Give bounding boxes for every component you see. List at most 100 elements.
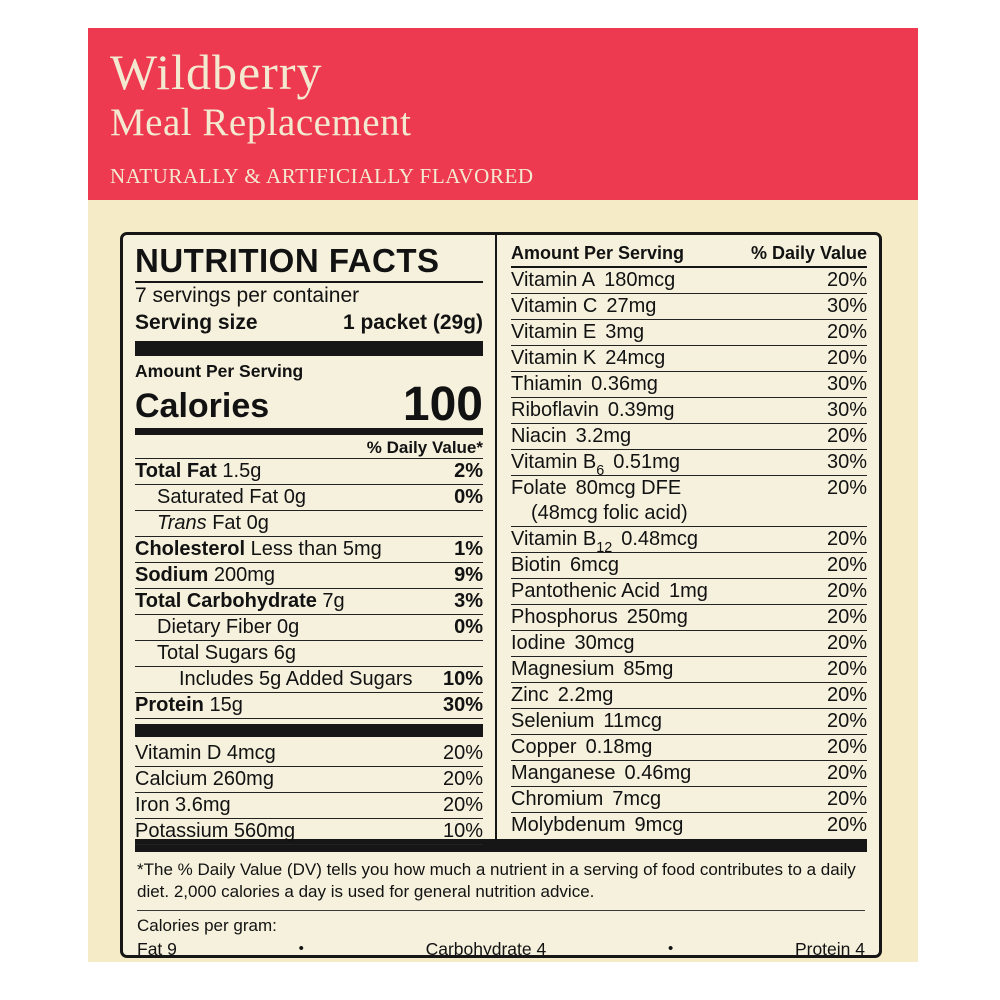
nutrient-row: Total Carbohydrate 7g 3%	[135, 589, 483, 615]
product-subtitle: Meal Replacement	[110, 101, 412, 144]
daily-value-percent: 20%	[826, 710, 867, 732]
vitamin-row: Manganese 0.46mg 20%	[511, 761, 867, 787]
label-footer: *The % Daily Value (DV) tells you how mu…	[123, 852, 879, 958]
vitamin-row: Iodine 30mcg 20%	[511, 631, 867, 657]
daily-value-percent: 20%	[826, 554, 867, 576]
daily-value-percent: 20%	[826, 762, 867, 784]
mineral-rows: Vitamin D 4mcg 20% Calcium 260mg 20% Iron 3.…	[135, 741, 483, 845]
daily-value-column-header: % Daily Value	[750, 243, 867, 263]
serving-size-value: 1 packet (29g)	[342, 311, 483, 334]
daily-value-percent: 20%	[826, 347, 867, 369]
daily-value-percent: 20%	[442, 794, 483, 816]
daily-value-percent: 20%	[826, 606, 867, 628]
daily-value-percent: 20%	[442, 742, 483, 764]
daily-value-percent: 30%	[826, 399, 867, 421]
divider-bar	[135, 428, 483, 435]
vitamin-row: Vitamin K 24mcg 20%	[511, 346, 867, 372]
daily-value-percent: 20%	[826, 684, 867, 706]
daily-value-percent: 20%	[442, 768, 483, 790]
nutrient-row: Includes 5g Added Sugars 10%	[135, 667, 483, 693]
right-column-header: Amount Per Serving % Daily Value	[511, 241, 867, 268]
calories-per-gram-label: Calories per gram:	[137, 916, 277, 935]
cpg-fat: Fat 9	[137, 939, 177, 958]
vitamin-row: Folate 80mcg DFE 20% (48mcg folic acid)	[511, 476, 867, 527]
daily-value-percent: 3%	[454, 590, 483, 612]
daily-value-percent: 10%	[442, 668, 483, 690]
bullet-separator: •	[298, 940, 304, 957]
daily-value-percent: 20%	[826, 321, 867, 343]
amount-per-serving-label: Amount Per Serving	[135, 361, 304, 381]
daily-value-percent: 20%	[826, 269, 867, 291]
vitamin-row: Phosphorus 250mg 20%	[511, 605, 867, 631]
panel-columns: NUTRITION FACTS 7 servings per container…	[123, 235, 879, 845]
vitamin-row: Niacin 3.2mg 20%	[511, 424, 867, 450]
calories-row: Calories 100	[135, 378, 483, 431]
daily-value-percent: 20%	[826, 580, 867, 602]
nutrient-row: Cholesterol Less than 5mg 1%	[135, 537, 483, 563]
nutrient-row: Total Sugars 6g	[135, 641, 483, 667]
daily-value-percent: 30%	[826, 451, 867, 473]
vitamin-row: Biotin 6mcg 20%	[511, 553, 867, 579]
nutrition-facts-title: NUTRITION FACTS	[135, 241, 483, 283]
servings-per-container: 7 servings per container	[135, 284, 360, 307]
daily-value-percent: 30%	[442, 694, 483, 716]
vitamin-row: Riboflavin 0.39mg 30%	[511, 398, 867, 424]
vitamin-row: Copper 0.18mg 20%	[511, 735, 867, 761]
vitamin-row: Magnesium 85mg 20%	[511, 657, 867, 683]
calories-label: Calories	[135, 387, 270, 425]
vitamin-row: Vitamin B12 0.48mcg 20%	[511, 528, 867, 556]
vitamin-row: Molybdenum 9mcg 20%	[511, 814, 867, 836]
nutrition-facts-panel: NUTRITION FACTS 7 servings per container…	[120, 232, 882, 958]
daily-value-percent: 0%	[454, 486, 483, 508]
brand-name: Wildberry	[110, 44, 323, 100]
daily-value-percent: 20%	[826, 477, 867, 499]
daily-value-percent: 20%	[826, 736, 867, 758]
vitamin-row: Selenium 11mcg 20%	[511, 709, 867, 735]
vitamin-row: Vitamin A 180mcg 20%	[511, 268, 867, 294]
nutrient-row: Potassium 560mg 10%	[135, 819, 483, 845]
divider-bar	[135, 724, 483, 737]
nutrient-row: Dietary Fiber 0g 0%	[135, 615, 483, 641]
right-column: Amount Per Serving % Daily Value Vitamin…	[497, 235, 879, 839]
vitamin-row: Chromium 7mcg 20%	[511, 787, 867, 813]
calories-value: 100	[402, 378, 483, 431]
daily-value-percent: 20%	[826, 788, 867, 810]
flavor-note: NATURALLY & ARTIFICIALLY FLAVORED	[110, 164, 534, 188]
daily-value-percent: 20%	[826, 425, 867, 447]
daily-value-percent: 30%	[826, 373, 867, 395]
nutrient-row: Vitamin D 4mcg 20%	[135, 741, 483, 767]
nutrient-rows: Total Fat 1.5g 2% Saturated Fat 0g 0% Trans …	[135, 459, 483, 719]
daily-value-percent: 20%	[826, 658, 867, 680]
serving-size-row: Serving size 1 packet (29g)	[135, 309, 483, 336]
cpg-carbohydrate: Carbohydrate 4	[425, 939, 547, 958]
brand-banner: Wildberry Meal Replacement NATURALLY & A…	[88, 28, 918, 200]
daily-value-percent: 1%	[454, 538, 483, 560]
nutrient-row: Calcium 260mg 20%	[135, 767, 483, 793]
divider-bar	[135, 839, 867, 852]
daily-value-percent: 20%	[826, 528, 867, 550]
nutrient-row: Saturated Fat 0g 0%	[135, 485, 483, 511]
daily-value-percent: 20%	[826, 814, 867, 836]
nutrient-row: Protein 15g 30%	[135, 693, 483, 719]
vitamin-mineral-rows: Vitamin A 180mcg 20% Vitamin C 27mg 30% Vitami…	[511, 268, 867, 838]
vitamin-row: Vitamin B6 0.51mg 30%	[511, 451, 867, 479]
daily-value-percent: 0%	[454, 616, 483, 638]
daily-value-percent: 10%	[442, 820, 483, 842]
amount-per-serving-header: Amount Per Serving	[511, 243, 685, 263]
daily-value-percent: 30%	[826, 295, 867, 317]
daily-value-percent: 2%	[454, 460, 483, 482]
vitamin-row: Vitamin E 3mg 20%	[511, 320, 867, 346]
nutrient-row: Total Fat 1.5g 2%	[135, 459, 483, 485]
vitamin-row: Pantothenic Acid 1mg 20%	[511, 579, 867, 605]
nutrient-row: Sodium 200mg 9%	[135, 563, 483, 589]
divider-bar	[135, 341, 483, 356]
calories-per-gram-row: Fat 9 • Carbohydrate 4 • Protein 4	[137, 937, 865, 958]
vitamin-row: Vitamin C 27mg 30%	[511, 294, 867, 320]
product-card: Wildberry Meal Replacement NATURALLY & A…	[88, 28, 918, 962]
daily-value-percent: 9%	[454, 564, 483, 586]
daily-value-header: % Daily Value*	[135, 437, 483, 459]
nutrient-row: Trans Fat 0g	[135, 511, 483, 537]
nutrient-row: Iron 3.6mg 20%	[135, 793, 483, 819]
cpg-protein: Protein 4	[794, 939, 865, 958]
